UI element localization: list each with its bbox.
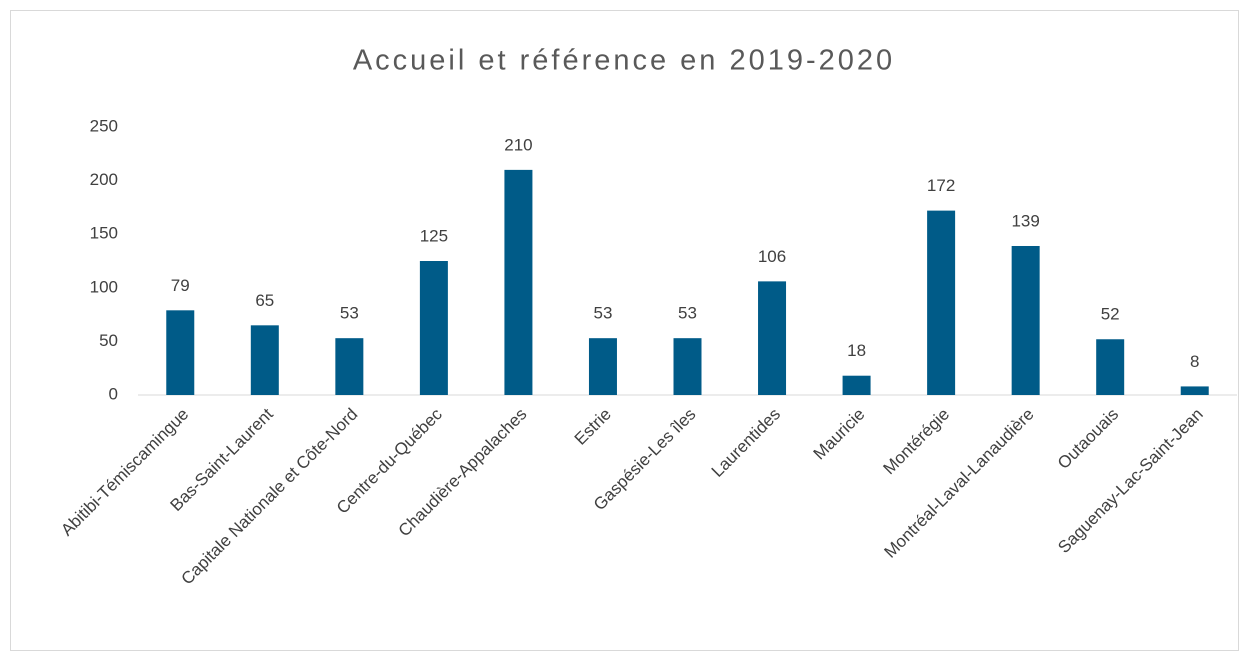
data-label: 53 [678, 304, 697, 323]
bar [842, 375, 871, 395]
bar [419, 261, 448, 395]
x-tick-label: Saguenay-Lac-Saint-Jean [1054, 405, 1206, 557]
bar [250, 325, 279, 395]
data-label: 53 [594, 304, 613, 323]
bar [673, 338, 702, 395]
bar [758, 281, 787, 395]
bar [1011, 245, 1040, 395]
data-label: 65 [255, 291, 274, 310]
bar [166, 310, 195, 395]
x-tick-label: Outaouais [1054, 405, 1122, 473]
data-label: 52 [1101, 305, 1120, 324]
bar [927, 210, 956, 395]
x-tick-label: Laurentides [708, 405, 784, 481]
y-tick-label: 100 [90, 277, 118, 296]
x-tick-label: Montréal-Laval-Lanaudière [881, 405, 1038, 562]
data-label: 53 [340, 304, 359, 323]
y-tick-label: 0 [109, 384, 118, 403]
y-tick-label: 250 [90, 116, 118, 135]
data-label: 8 [1190, 352, 1199, 371]
data-label: 79 [171, 276, 190, 295]
y-tick-label: 200 [90, 170, 118, 189]
x-tick-label: Mauricie [810, 405, 869, 464]
data-label: 106 [758, 247, 786, 266]
data-label: 125 [420, 226, 448, 245]
bar [504, 169, 533, 395]
bar [335, 338, 364, 395]
data-label: 210 [504, 135, 532, 154]
chart-title: Accueil et référence en 2019-2020 [353, 45, 895, 77]
x-tick-label: Estrie [571, 405, 615, 449]
data-label: 18 [847, 341, 866, 360]
y-tick-label: 150 [90, 224, 118, 243]
data-label: 139 [1011, 211, 1039, 230]
chart-border [10, 10, 1239, 651]
y-tick-label: 50 [99, 331, 118, 350]
x-tick-label: Capitale Nationale et Côte-Nord [178, 405, 362, 589]
bar [1096, 339, 1125, 395]
bar [1180, 386, 1209, 395]
bar [588, 338, 617, 395]
x-tick-label: Abitibi-Témiscamingue [57, 405, 192, 540]
x-tick-label: Montérégie [880, 405, 954, 479]
data-label: 172 [927, 176, 955, 195]
